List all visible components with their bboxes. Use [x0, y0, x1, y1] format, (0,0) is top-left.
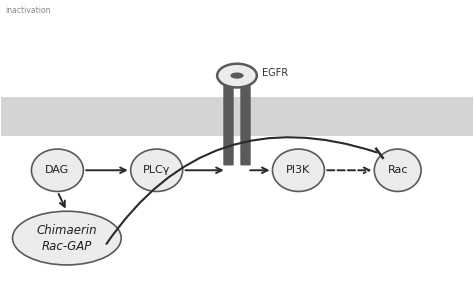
Ellipse shape — [273, 149, 324, 191]
Text: inactivation: inactivation — [5, 6, 51, 15]
Text: DAG: DAG — [46, 165, 70, 175]
Ellipse shape — [374, 149, 421, 191]
Text: PLCγ: PLCγ — [143, 165, 170, 175]
Text: Chimaerin: Chimaerin — [36, 224, 97, 237]
Ellipse shape — [12, 211, 121, 265]
Ellipse shape — [131, 149, 182, 191]
Circle shape — [217, 64, 257, 87]
Bar — [0, 97, 474, 136]
Text: EGFR: EGFR — [262, 68, 288, 78]
Ellipse shape — [31, 149, 83, 191]
Text: PI3K: PI3K — [286, 165, 310, 175]
FancyBboxPatch shape — [223, 73, 234, 166]
Ellipse shape — [230, 72, 244, 79]
Text: Rac: Rac — [387, 165, 408, 175]
Text: Rac-GAP: Rac-GAP — [42, 239, 92, 252]
FancyBboxPatch shape — [240, 73, 251, 166]
